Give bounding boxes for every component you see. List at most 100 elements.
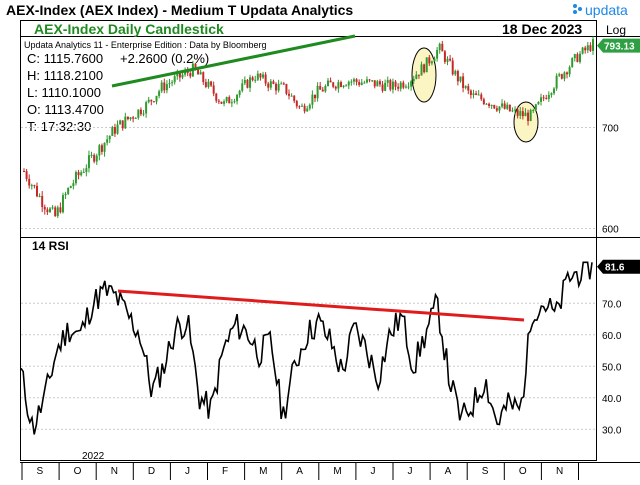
candle-body [158,91,161,96]
candle-body [90,154,93,156]
candle-body [54,207,57,217]
candle-body [571,58,574,68]
candle-body [503,103,506,109]
candle-body [295,100,298,107]
candle-body [563,72,566,79]
candle-body [210,81,213,86]
candle-body [256,73,259,80]
candle-body [67,187,70,194]
candle-body [259,73,262,78]
candle-body [189,73,192,77]
candle-body [547,94,550,99]
candle-body [165,84,168,91]
candle-body [368,79,371,81]
candle-body [171,82,174,84]
candle-body [298,106,301,108]
candle-body [249,77,252,88]
rsi-last-value-tag [597,259,640,274]
candle-body [319,85,322,90]
candle-body [282,83,285,85]
month-label: D [148,466,155,477]
logo-text: updata [585,2,628,18]
candle-body [581,47,584,54]
candle-body [251,77,254,81]
candle-body [472,93,475,96]
candle-body [397,86,400,89]
candle-body [61,195,64,213]
candle-body [69,186,72,188]
candle-body [545,98,548,100]
candle-body [241,83,244,91]
candle-body [225,97,228,102]
candle-body [139,109,142,115]
candle-body [467,86,470,91]
candle-body [181,74,184,78]
price-last-value-label: 793.13 [604,42,635,53]
candle-body [126,116,129,120]
rsi-tick-label: 30.0 [602,425,622,436]
rsi-tick-label: 60.0 [602,331,622,342]
candle-body [592,39,594,51]
candle-body [228,97,231,104]
candle-body [360,82,363,85]
candle-body [589,45,592,51]
candle-body [519,111,522,116]
candle-body [469,90,472,96]
candle-body [163,82,166,91]
candle-body [215,93,218,101]
candle-body [80,172,83,176]
candle-body [334,86,337,89]
month-label: J [185,466,190,477]
candle-body [420,64,423,76]
candle-body [568,67,571,75]
candle-body [451,60,454,75]
candle-body [85,168,88,173]
candle-body [542,97,545,99]
candle-body [116,124,119,134]
candle-body [529,110,532,121]
candle-body [176,72,179,77]
candle-body [482,99,485,104]
candle-body [95,155,98,162]
candle-body [35,185,38,197]
candle-body [106,139,109,143]
candle-body [462,76,465,88]
candle-body [28,178,31,186]
year-label: 2022 [82,451,105,462]
candle-body [160,82,163,92]
candle-body [324,85,327,92]
candle-body [381,84,384,91]
month-label: M [333,466,341,477]
month-label: O [74,466,82,477]
candle-body [438,43,441,51]
candle-body [524,112,527,117]
candle-body [316,85,319,99]
candle-body [573,54,576,59]
candle-body [485,103,488,105]
candle-body [371,80,374,82]
month-label: A [296,466,303,477]
candle-body [446,58,449,62]
price-plot: 600 700 793.13 [21,34,640,236]
candle-body [566,72,569,75]
candle-body [326,80,329,86]
candle-body [301,105,304,107]
candle-body [199,72,202,75]
candle-body [272,81,275,84]
candle-body [87,155,90,169]
candle-body [464,86,467,88]
candle-body [391,81,394,90]
candle-body [475,93,478,95]
candle-body [285,83,288,94]
candle-body [194,63,197,70]
candle-body [365,79,368,83]
candle-body [358,82,361,85]
candle-body [152,101,155,103]
candle-body [433,58,436,62]
candle-body [108,135,111,140]
ohlc-change: +2.2600 (0.2%) [120,51,209,66]
candle-body [555,75,558,89]
price-chart-title: AEX-Index Daily Candlestick [34,21,224,37]
price-tick-label: 600 [602,225,619,236]
